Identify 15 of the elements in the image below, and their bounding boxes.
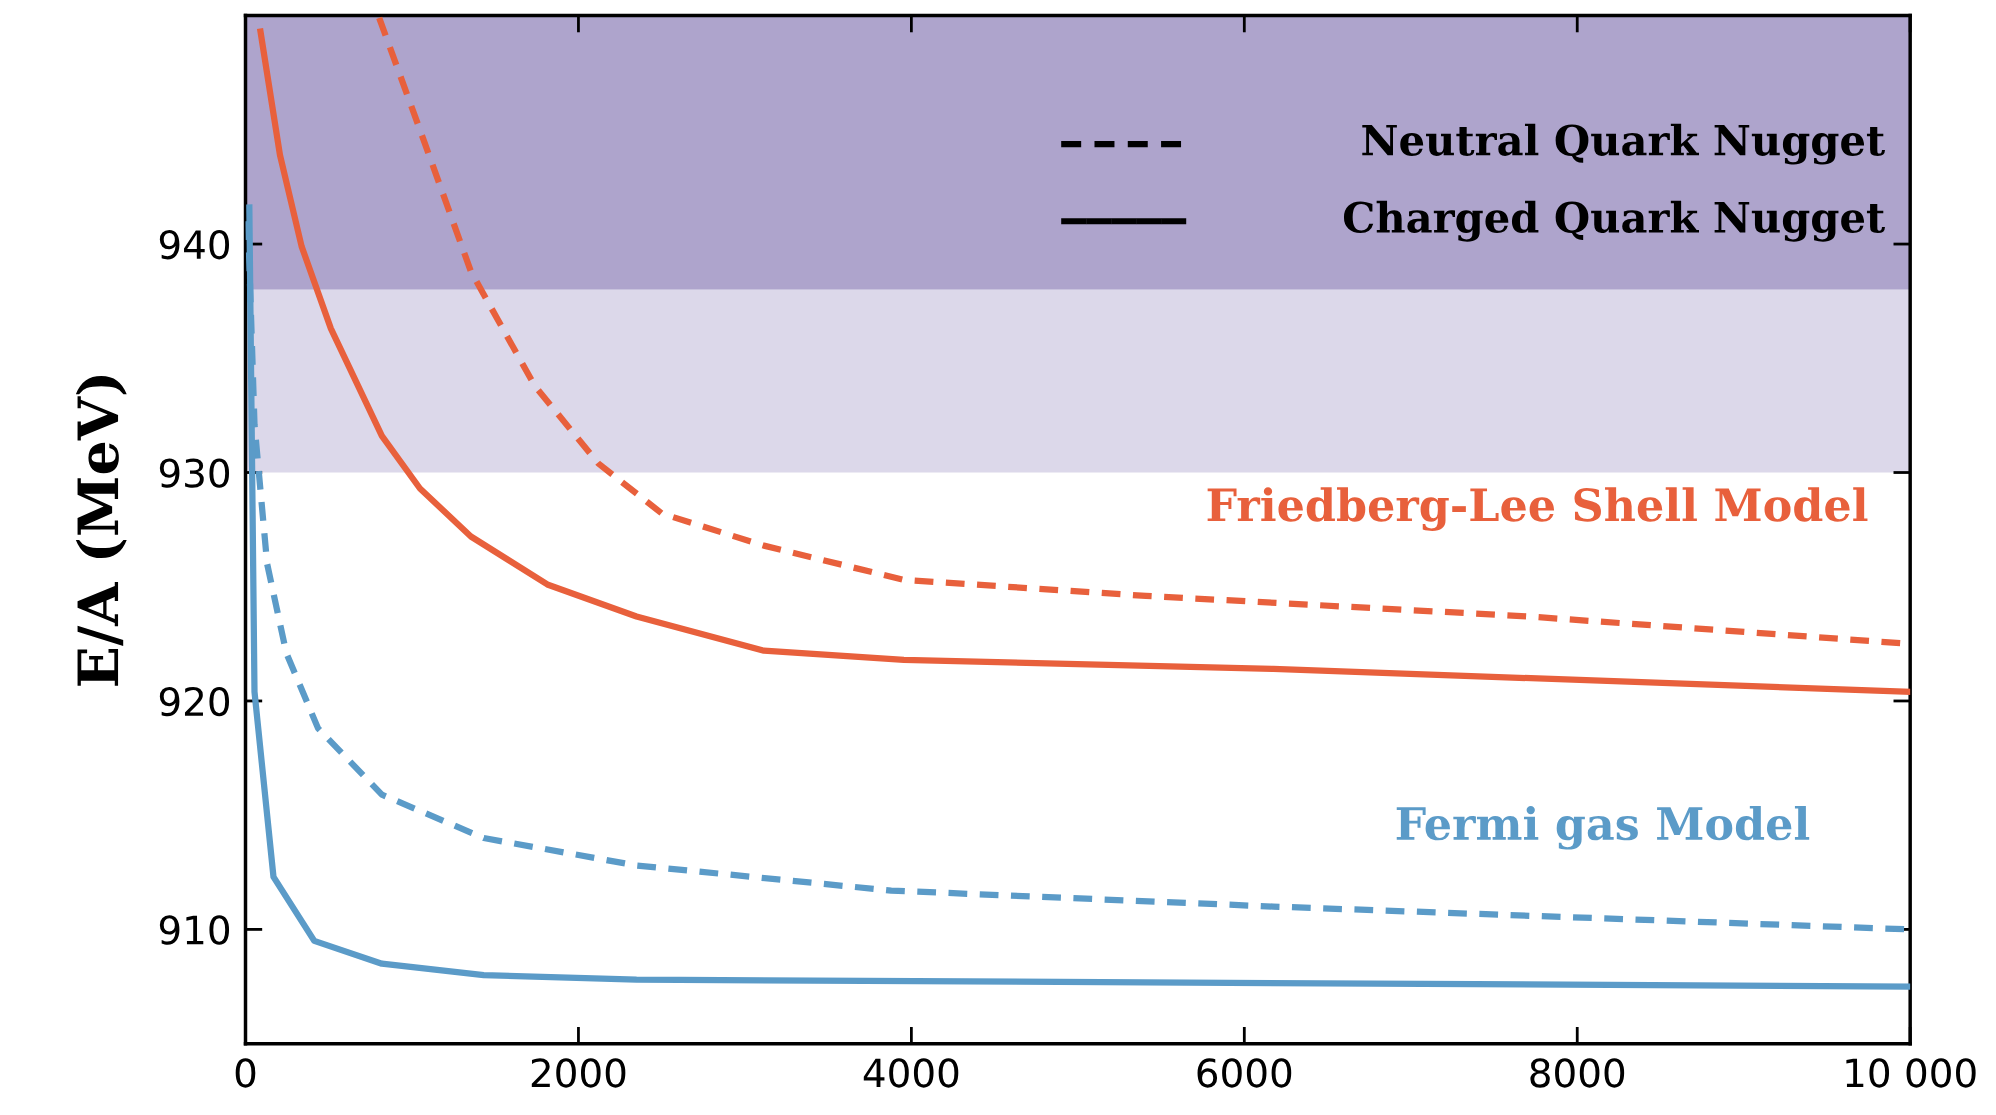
y-tick-label: 940 (159, 229, 230, 260)
annotation: Charged Quark Nugget (1343, 200, 1885, 242)
x-tick-label: 10 000 (1846, 1058, 1976, 1088)
x-tick-label: 4000 (863, 1058, 959, 1088)
x-tick-label: 0 (235, 1058, 256, 1088)
y-tick-label: 910 (159, 915, 230, 945)
x-tick-label: 6000 (1197, 1058, 1292, 1088)
annotation: Neutral Quark Nugget (1362, 123, 1886, 165)
annotation: Friedberg-Lee Shell Model (1207, 487, 1868, 531)
x-tick-label: 8000 (1530, 1058, 1625, 1088)
y-tick-label: 930 (159, 458, 230, 488)
y-tick-label: 920 (159, 686, 230, 717)
annotation: Fermi gas Model (1396, 805, 1810, 850)
x-tick-label: 2000 (531, 1058, 626, 1088)
y-axis-title: E/A (MeV) (75, 376, 127, 686)
